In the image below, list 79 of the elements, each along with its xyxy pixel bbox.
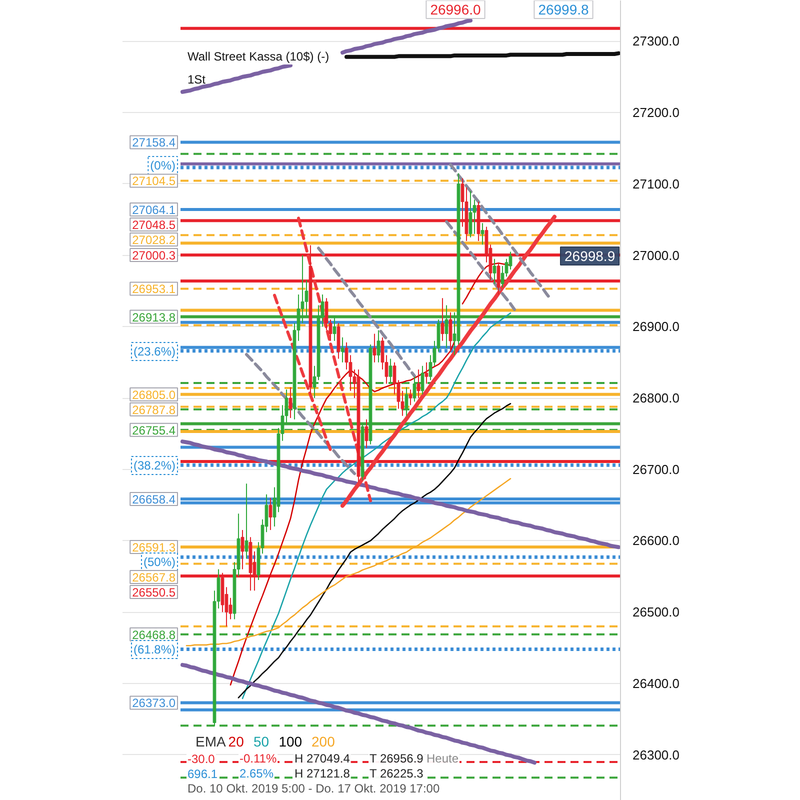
ref-line-label: 27064.1 <box>132 203 176 218</box>
annotation: H 27049.4 <box>294 752 350 766</box>
annotation: 26996.0 <box>430 2 482 18</box>
text: (50%) <box>143 554 176 569</box>
text: (0%) <box>150 158 176 172</box>
annotation: T 26225.3 <box>370 766 424 780</box>
ref-line-label: 26953.1 <box>132 282 176 296</box>
annotation: -0.11% <box>240 752 277 766</box>
ref-line-label: 27048.5 <box>132 218 176 232</box>
ref-line-label: 26805.0 <box>132 388 176 402</box>
y-tick-label: 26600.0 <box>632 533 680 548</box>
line-series <box>445 220 516 312</box>
text: 100 <box>278 734 302 750</box>
y-tick-label: 27100.0 <box>632 176 680 192</box>
candlestick <box>448 312 452 352</box>
ref-line-label: 26658.4 <box>132 492 176 507</box>
ref-line-label: 26591.3 <box>132 540 176 554</box>
line-series <box>242 312 512 700</box>
text: (38.2%) <box>133 458 176 472</box>
ref-line-label: 26550.5 <box>132 585 176 600</box>
candlestick <box>408 388 412 406</box>
text: 20 <box>228 734 244 750</box>
text: 1St <box>188 72 206 86</box>
annotation: 2.65% <box>240 766 274 780</box>
ref-line-label: 27158.4 <box>132 136 176 150</box>
line-series <box>245 352 356 476</box>
text: Wall Street Kassa (10$) (-) <box>188 50 330 64</box>
line-series <box>238 403 512 698</box>
y-tick-label: 27300.0 <box>632 34 680 49</box>
annotation: Do. 10 Okt. 2019 5:00 - Do. 17 Okt. 2019 17:00 <box>188 782 440 796</box>
annotation: -30.0 <box>188 752 216 766</box>
candlestick <box>440 298 444 342</box>
line-series <box>186 478 512 646</box>
y-tick-label: 26300.0 <box>632 747 680 762</box>
y-tick-label: 26400.0 <box>632 676 680 691</box>
candlestick <box>376 330 380 363</box>
candlestick <box>364 418 368 448</box>
text: (23.6%) <box>133 344 176 358</box>
ref-line-label: 27000.3 <box>132 248 176 263</box>
candlestick <box>268 497 272 531</box>
annotation: 26998.9 <box>564 248 616 264</box>
ref-line-label: 26468.8 <box>132 628 176 642</box>
candlestick <box>492 258 496 284</box>
candlestick <box>416 368 420 398</box>
annotation: T 26956.9 <box>370 752 424 766</box>
line-series <box>180 440 620 550</box>
line-series <box>449 163 552 300</box>
y-tick-label: 27000.0 <box>632 248 680 263</box>
line-series <box>317 246 416 378</box>
ref-line-label: 26755.4 <box>132 423 176 438</box>
ref-line-label: 27028.2 <box>132 233 176 248</box>
candlestick <box>288 386 292 418</box>
y-tick-label: 26900.0 <box>632 319 680 334</box>
ref-line-label: 26913.8 <box>132 310 176 324</box>
y-tick-label: 26800.0 <box>632 390 680 406</box>
y-tick-label: 27200.0 <box>632 105 680 120</box>
y-tick-label: 26700.0 <box>632 462 680 477</box>
ref-line-label: 26373.0 <box>132 696 176 710</box>
ref-line-label: 26787.8 <box>132 402 176 417</box>
annotation: H 27121.8 <box>294 766 350 780</box>
y-tick-label: 26500.0 <box>632 604 680 620</box>
legend-title: EMA <box>196 734 226 750</box>
line-series <box>273 294 332 452</box>
ref-line-label: 27104.5 <box>132 174 176 188</box>
candlestick <box>480 222 484 246</box>
text: 200 <box>312 734 336 750</box>
text: 50 <box>254 734 270 750</box>
annotation: 696.1 <box>188 767 218 781</box>
annotation: 26999.8 <box>538 2 590 18</box>
line-series <box>180 662 536 765</box>
candlestick <box>372 333 376 363</box>
annotation: Heute <box>426 752 459 766</box>
ref-line-label: 26567.8 <box>132 570 176 584</box>
candlestick <box>240 530 244 570</box>
candlestick <box>468 190 472 238</box>
candlestick <box>244 483 248 560</box>
candlestick <box>424 362 428 384</box>
text: (61.8%) <box>133 642 176 656</box>
candlestick <box>340 336 344 363</box>
